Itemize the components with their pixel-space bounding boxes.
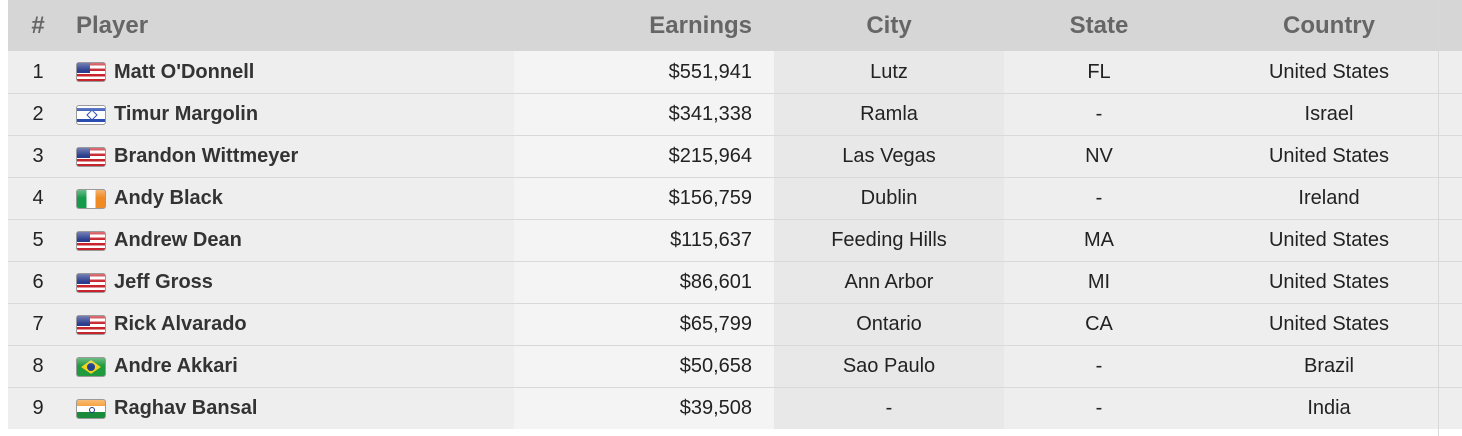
table-row[interactable]: 9 Raghav Bansal $39,508- - India [8, 387, 1462, 429]
player-cell: Andre Akkari [68, 345, 514, 388]
table-row[interactable]: 5 Andrew Dean $115,637 Feeding Hills MA Unite… [8, 219, 1462, 262]
city-cell: Las Vegas [774, 135, 1004, 178]
earnings-cell: $39,508 [514, 387, 774, 429]
city-cell: Lutz [774, 51, 1004, 94]
city-cell: Dublin [774, 177, 1004, 220]
country-cell: Brazil [1194, 345, 1462, 388]
player-name-link[interactable]: Andrew Dean [114, 229, 242, 251]
earnings-cell: $215,964 [514, 135, 774, 178]
table-row[interactable]: 2 Timur Margolin $341,338 Ramla - Israel [8, 93, 1462, 136]
earnings-cell: $86,601 [514, 261, 774, 304]
player-earnings-table: # Player Earnings City State Country 1 Ma… [8, 0, 1462, 429]
table-row[interactable]: 7 Rick Alvarado $65,799 Ontario CA United Sta… [8, 303, 1462, 346]
country-cell: United States [1194, 303, 1462, 346]
state-cell: FL [1004, 51, 1194, 94]
earnings-cell: $551,941 [514, 51, 774, 94]
player-cell: Andrew Dean [68, 219, 514, 262]
table-header: # Player Earnings City State Country [8, 0, 1462, 51]
state-cell: - [1004, 93, 1194, 136]
player-name-link[interactable]: Matt O'Donnell [114, 60, 255, 83]
country-cell: United States [1194, 135, 1462, 178]
rank-cell: 2 [8, 93, 68, 136]
rank-cell: 5 [8, 219, 68, 262]
table-row[interactable]: 4 Andy Black $156,759 Dublin - Ireland [8, 177, 1462, 220]
ireland-flag-icon [76, 188, 106, 209]
rank-cell: 6 [8, 261, 68, 304]
country-column-header[interactable]: Country [1194, 0, 1462, 51]
table-row[interactable]: 8 Andre Akkari $50,658 Sao Paulo - Brazil [8, 345, 1462, 388]
player-cell: Andy Black [68, 177, 514, 220]
player-cell: Raghav Bansal [68, 387, 514, 429]
earnings-cell: $50,658 [514, 345, 774, 388]
player-name-link[interactable]: Raghav Bansal [114, 397, 258, 419]
state-cell: MA [1004, 219, 1194, 262]
header-row: # Player Earnings City State Country [8, 0, 1462, 51]
state-cell: CA [1004, 303, 1194, 346]
israel-flag-icon [76, 104, 106, 125]
country-cell: United States [1194, 51, 1462, 94]
table-row[interactable]: 3 Brandon Wittmeyer $215,964 Las Vegas NV Uni… [8, 135, 1462, 178]
state-cell: MI [1004, 261, 1194, 304]
city-cell: Feeding Hills [774, 219, 1004, 262]
country-cell: India [1194, 387, 1462, 429]
us-flag-icon [76, 146, 106, 167]
player-cell: Matt O'Donnell [68, 51, 514, 94]
country-cell: United States [1194, 219, 1462, 262]
us-flag-icon [76, 230, 106, 251]
city-cell: Ann Arbor [774, 261, 1004, 304]
city-column-header[interactable]: City [774, 0, 1004, 51]
table-right-divider [1438, 0, 1439, 436]
earnings-cell: $115,637 [514, 219, 774, 262]
table-row[interactable]: 6 Jeff Gross $86,601 Ann Arbor MI United Stat… [8, 261, 1462, 304]
earnings-cell: $65,799 [514, 303, 774, 346]
country-cell: United States [1194, 261, 1462, 304]
us-flag-icon [76, 314, 106, 335]
table-row[interactable]: 1 Matt O'Donnell $551,941 Lutz FL United Stat… [8, 51, 1462, 94]
table-body: 1 Matt O'Donnell $551,941 Lutz FL United Stat… [8, 51, 1462, 429]
us-flag-icon [76, 272, 106, 293]
city-cell: Ontario [774, 303, 1004, 346]
country-cell: Ireland [1194, 177, 1462, 220]
rank-cell: 9 [8, 387, 68, 429]
state-cell: NV [1004, 135, 1194, 178]
earnings-cell: $341,338 [514, 93, 774, 136]
city-cell: - [774, 387, 1004, 429]
player-name-link[interactable]: Rick Alvarado [114, 313, 247, 335]
state-cell: - [1004, 177, 1194, 220]
player-name-link[interactable]: Jeff Gross [114, 271, 213, 293]
player-name-link[interactable]: Andy Black [114, 187, 223, 209]
earnings-column-header[interactable]: Earnings [514, 0, 774, 51]
player-name-link[interactable]: Brandon Wittmeyer [114, 145, 299, 167]
state-cell: - [1004, 387, 1194, 429]
rank-cell: 7 [8, 303, 68, 346]
player-name-link[interactable]: Andre Akkari [114, 355, 238, 377]
country-cell: Israel [1194, 93, 1462, 136]
player-cell: Jeff Gross [68, 261, 514, 304]
earnings-table-container: # Player Earnings City State Country 1 Ma… [8, 0, 1462, 429]
state-cell: - [1004, 345, 1194, 388]
state-column-header[interactable]: State [1004, 0, 1194, 51]
earnings-cell: $156,759 [514, 177, 774, 220]
player-cell: Rick Alvarado [68, 303, 514, 346]
rank-cell: 1 [8, 51, 68, 94]
player-column-header[interactable]: Player [68, 0, 514, 51]
city-cell: Sao Paulo [774, 345, 1004, 388]
rank-cell: 8 [8, 345, 68, 388]
city-cell: Ramla [774, 93, 1004, 136]
rank-column-header[interactable]: # [8, 0, 68, 51]
brazil-flag-icon [76, 356, 106, 377]
us-flag-icon [76, 62, 106, 82]
player-cell: Brandon Wittmeyer [68, 135, 514, 178]
player-name-link[interactable]: Timur Margolin [114, 103, 259, 125]
rank-cell: 3 [8, 135, 68, 178]
rank-cell: 4 [8, 177, 68, 220]
player-cell: Timur Margolin [68, 93, 514, 136]
india-flag-icon [76, 398, 106, 419]
